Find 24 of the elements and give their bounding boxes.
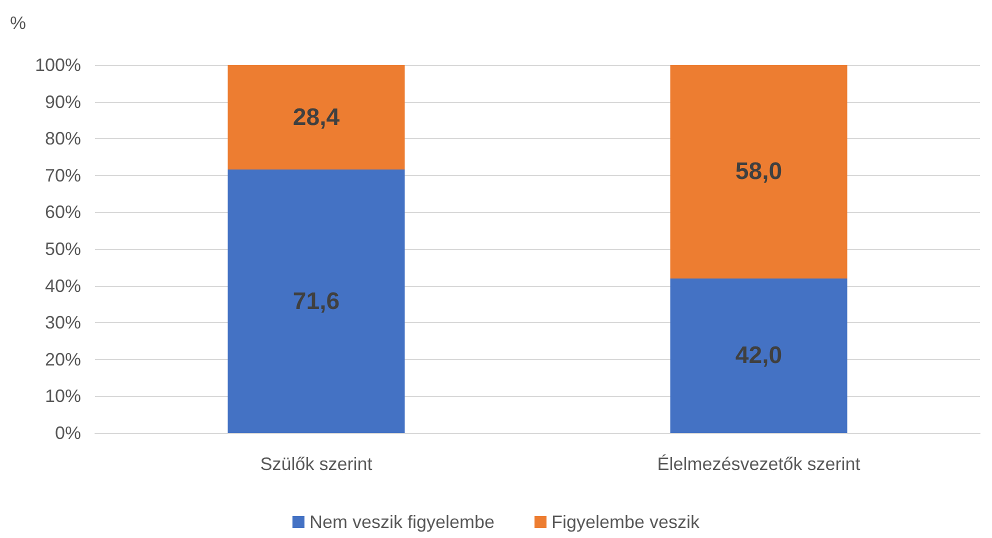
bar — [670, 65, 848, 278]
data-label: 71,6 — [292, 288, 340, 315]
y-tick-label: 100% — [34, 55, 81, 75]
y-tick-label: 60% — [44, 202, 81, 222]
y-tick-label: 0% — [54, 423, 81, 443]
legend-label: Nem veszik figyelembe — [309, 512, 495, 532]
legend-label: Figyelembe veszik — [552, 512, 701, 532]
bar — [228, 170, 405, 433]
y-tick-label: 40% — [44, 276, 81, 296]
y-tick-label: 70% — [44, 165, 81, 186]
y-tick-label: 30% — [44, 312, 81, 333]
data-label: 42,0 — [735, 342, 782, 370]
y-tick-label: 90% — [44, 92, 81, 112]
data-label: 58,0 — [735, 158, 782, 186]
y-tick-label: 20% — [44, 349, 81, 370]
x-tick-label: Élelmezésvezetők szerint — [657, 454, 860, 474]
x-tick-label: Szülők szerint — [260, 454, 372, 474]
y-tick-label: 10% — [44, 386, 81, 406]
y-tick-label: 80% — [44, 128, 81, 149]
bar — [228, 65, 405, 170]
y-axis-title: % — [10, 13, 26, 33]
y-tick-label: 50% — [44, 239, 81, 259]
bar — [670, 278, 848, 433]
data-label: 28,4 — [292, 104, 340, 131]
